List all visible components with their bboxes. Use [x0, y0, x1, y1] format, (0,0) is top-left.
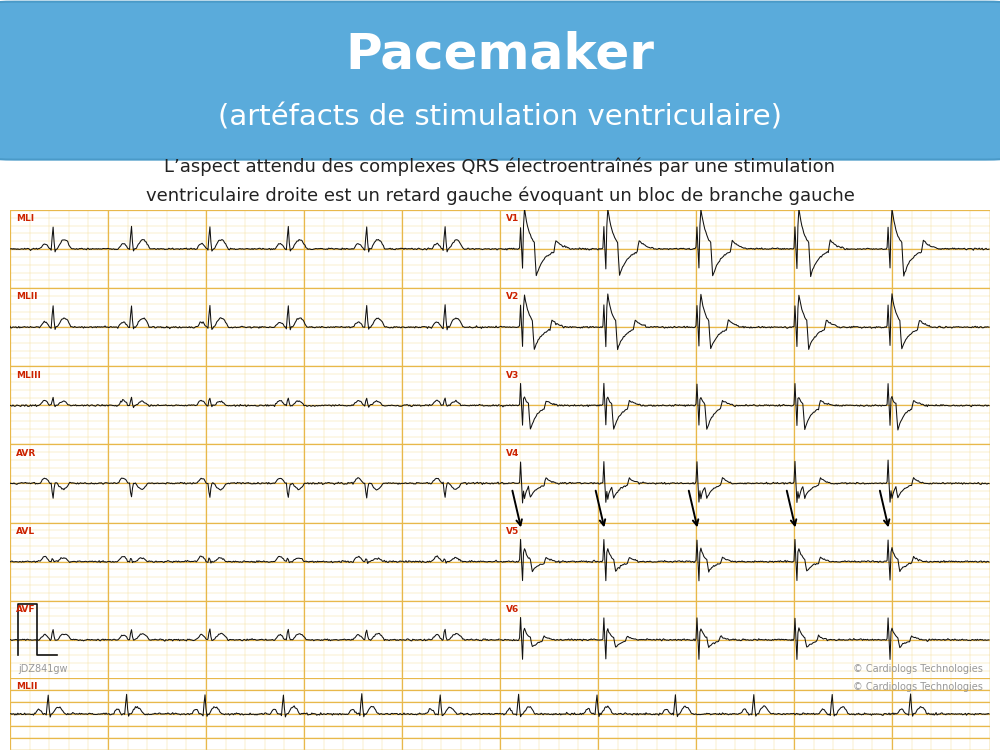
Text: AVF: AVF	[16, 605, 35, 614]
Text: Pacemaker: Pacemaker	[346, 30, 654, 78]
Text: jDZ841gw: jDZ841gw	[18, 664, 67, 674]
Text: V6: V6	[506, 605, 519, 614]
Text: MLI: MLI	[16, 214, 34, 223]
Text: AVL: AVL	[16, 526, 35, 536]
Text: V5: V5	[506, 526, 519, 536]
Text: MLII: MLII	[16, 682, 37, 692]
Text: V1: V1	[506, 214, 519, 223]
Text: V4: V4	[506, 448, 519, 458]
Text: V3: V3	[506, 370, 519, 380]
Text: MLII: MLII	[16, 292, 37, 302]
Text: AVR: AVR	[16, 448, 36, 458]
Text: (artéfacts de stimulation ventriculaire): (artéfacts de stimulation ventriculaire)	[218, 104, 782, 131]
Text: MLIII: MLIII	[16, 370, 41, 380]
Text: ventriculaire droite est un retard gauche évoquant un bloc de branche gauche: ventriculaire droite est un retard gauch…	[146, 187, 854, 205]
FancyBboxPatch shape	[0, 2, 1000, 160]
Text: © Cardiologs Technologies: © Cardiologs Technologies	[853, 664, 983, 674]
Text: © Cardiologs Technologies: © Cardiologs Technologies	[853, 682, 983, 692]
Text: L’aspect attendu des complexes QRS électroentraînés par une stimulation: L’aspect attendu des complexes QRS élect…	[164, 158, 836, 176]
Text: V2: V2	[506, 292, 519, 302]
